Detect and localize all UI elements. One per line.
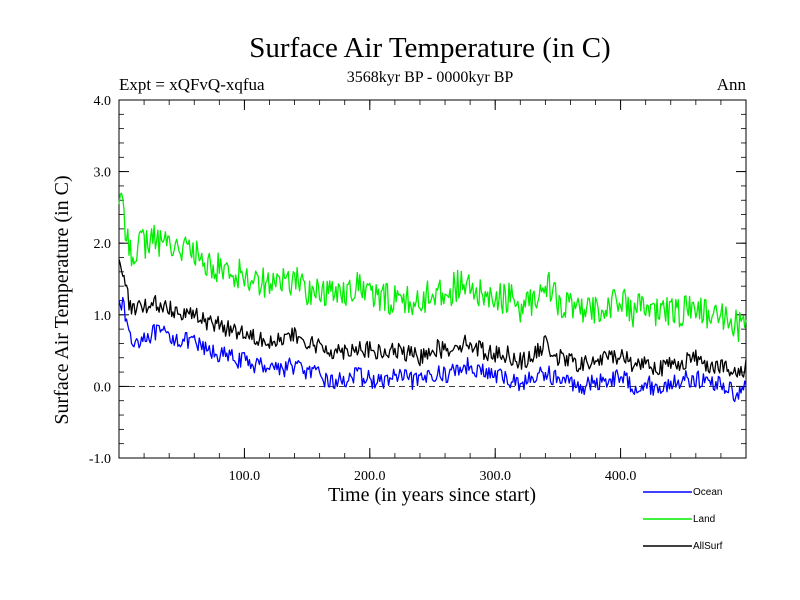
- y-tick-label: 2.0: [94, 237, 112, 252]
- chart-title: Surface Air Temperature (in C): [249, 32, 610, 64]
- series-line-ocean: [118, 296, 747, 403]
- series-layer: [118, 192, 747, 403]
- legend-label-land: Land: [693, 514, 715, 525]
- plot-frame: [118, 99, 747, 459]
- x-axis-label: Time (in years since start): [328, 484, 536, 506]
- y-tick-label: 1.0: [94, 309, 112, 324]
- legend: Ocean Land AllSurf: [643, 487, 723, 552]
- x-tick-label: 100.0: [229, 469, 261, 484]
- chart-subtitle-left: Expt = xQFvQ-xqfua: [119, 75, 265, 94]
- chart-subtitle-right: Ann: [717, 75, 747, 94]
- legend-label-allsurf: AllSurf: [693, 541, 723, 552]
- y-axis: -1.0 0.0 1.0 2.0 3.0 4.0: [89, 94, 746, 467]
- y-tick-label: -1.0: [89, 452, 111, 467]
- x-tick-label: 300.0: [479, 469, 511, 484]
- chart-subtitle-center: 3568kyr BP - 0000kyr BP: [347, 69, 514, 86]
- x-axis: 100.0 200.0 300.0 400.0: [143, 100, 722, 484]
- x-tick-label: 200.0: [354, 469, 386, 484]
- x-tick-label: 400.0: [605, 469, 637, 484]
- legend-label-ocean: Ocean: [693, 487, 722, 498]
- y-tick-label: 3.0: [94, 166, 112, 181]
- series-line-land: [118, 192, 747, 343]
- y-axis-label: Surface Air Temperature (in C): [51, 175, 73, 424]
- y-tick-label: 4.0: [94, 94, 112, 109]
- y-tick-label: 0.0: [94, 380, 112, 395]
- series-line-allsurf: [118, 259, 747, 378]
